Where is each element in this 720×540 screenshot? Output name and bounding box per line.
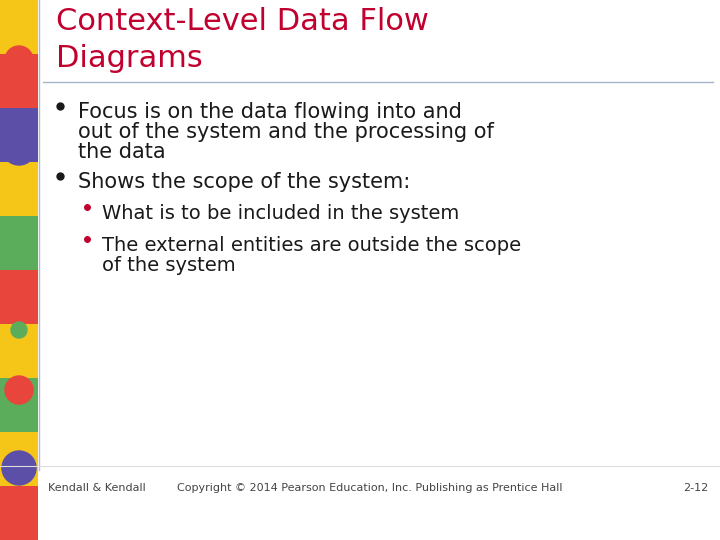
Bar (0, 324, 38, 378)
Bar (0, 432, 38, 486)
Circle shape (5, 46, 33, 74)
Bar (0, 108, 38, 162)
Circle shape (5, 376, 33, 404)
Text: Shows the scope of the system:: Shows the scope of the system: (78, 172, 410, 192)
Text: Focus is on the data flowing into and: Focus is on the data flowing into and (78, 102, 462, 122)
Text: The external entities are outside the scope: The external entities are outside the sc… (102, 236, 521, 255)
Circle shape (11, 217, 27, 233)
Bar (0, 162, 38, 216)
Text: of the system: of the system (102, 256, 235, 275)
Circle shape (2, 451, 36, 485)
Bar (0, 486, 38, 540)
Text: 2-12: 2-12 (683, 483, 708, 493)
Text: Context-Level Data Flow: Context-Level Data Flow (56, 7, 429, 36)
Text: out of the system and the processing of: out of the system and the processing of (78, 122, 494, 142)
Bar (0, 54, 38, 108)
Bar (0, 378, 38, 432)
Circle shape (2, 131, 36, 165)
Bar (0, 270, 38, 324)
Text: Kendall & Kendall: Kendall & Kendall (48, 483, 145, 493)
Circle shape (11, 322, 27, 338)
Text: Copyright © 2014 Pearson Education, Inc. Publishing as Prentice Hall: Copyright © 2014 Pearson Education, Inc.… (177, 483, 563, 493)
Bar (0, 216, 38, 270)
Text: the data: the data (78, 142, 166, 162)
Text: Diagrams: Diagrams (56, 44, 203, 73)
Bar (0, 0, 38, 54)
Text: What is to be included in the system: What is to be included in the system (102, 204, 459, 223)
